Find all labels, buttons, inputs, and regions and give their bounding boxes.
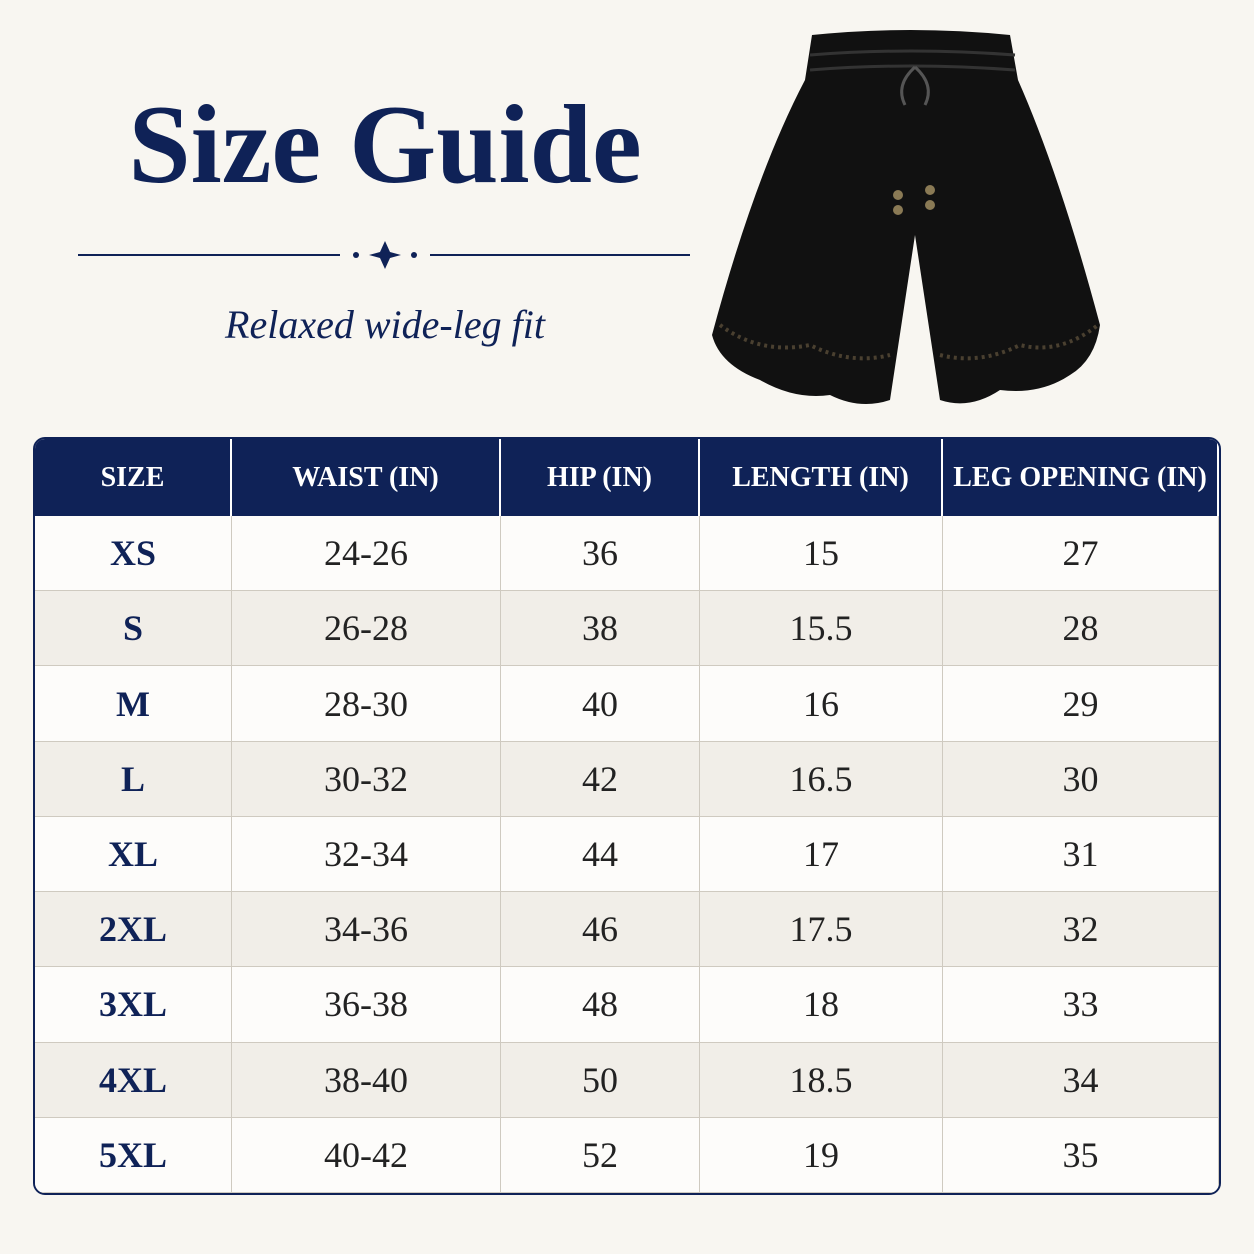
table-cell: 34-36 bbox=[232, 892, 501, 968]
title: Size Guide bbox=[128, 83, 642, 207]
column-header: SIZE bbox=[35, 439, 232, 516]
table-cell: 30 bbox=[943, 741, 1219, 817]
table-cell: 17.5 bbox=[700, 892, 943, 968]
size-label: XS bbox=[35, 516, 232, 592]
size-label: S bbox=[35, 591, 232, 667]
table-cell: 40 bbox=[501, 666, 700, 742]
table-cell: 18 bbox=[700, 967, 943, 1043]
size-label: 4XL bbox=[35, 1042, 232, 1118]
table-cell: 44 bbox=[501, 816, 700, 893]
table-cell: 52 bbox=[501, 1117, 700, 1193]
table-cell: 32 bbox=[943, 892, 1219, 968]
product-image bbox=[712, 30, 1100, 404]
table-cell: 48 bbox=[501, 967, 700, 1043]
table-cell: 36-38 bbox=[232, 967, 501, 1043]
table-cell: 29 bbox=[943, 666, 1219, 742]
table-cell: 38-40 bbox=[232, 1042, 501, 1118]
size-label: 5XL bbox=[35, 1117, 232, 1193]
size-label: 3XL bbox=[35, 967, 232, 1043]
table-cell: 17 bbox=[700, 816, 943, 893]
table-cell: 38 bbox=[501, 591, 700, 667]
table-cell: 16 bbox=[700, 666, 943, 742]
table-cell: 28-30 bbox=[232, 666, 501, 742]
table-cell: 24-26 bbox=[232, 516, 501, 592]
table-cell: 28 bbox=[943, 591, 1219, 667]
table-cell: 36 bbox=[501, 516, 700, 592]
column-header: HIP (IN) bbox=[501, 439, 700, 516]
subtitle: Relaxed wide-leg fit bbox=[225, 302, 545, 347]
size-label: L bbox=[35, 741, 232, 817]
divider bbox=[78, 241, 690, 269]
table-cell: 30-32 bbox=[232, 741, 501, 817]
size-table: SIZE WAIST (IN) HIP (IN) LENGTH (IN) LEG OPE… bbox=[33, 437, 1221, 1195]
table-cell: 16.5 bbox=[700, 741, 943, 817]
table-cell: 42 bbox=[501, 741, 700, 817]
table-cell: 33 bbox=[943, 967, 1219, 1043]
column-header: LENGTH (IN) bbox=[700, 439, 943, 516]
table-cell: 50 bbox=[501, 1042, 700, 1118]
table-cell: 19 bbox=[700, 1117, 943, 1193]
table-cell: 35 bbox=[943, 1117, 1219, 1193]
table-cell: 15.5 bbox=[700, 591, 943, 667]
table-cell: 27 bbox=[943, 516, 1219, 592]
table-cell: 31 bbox=[943, 816, 1219, 893]
table-cell: 34 bbox=[943, 1042, 1219, 1118]
table-cell: 46 bbox=[501, 892, 700, 968]
table-cell: 18.5 bbox=[700, 1042, 943, 1118]
size-label: 2XL bbox=[35, 892, 232, 968]
table-cell: 40-42 bbox=[232, 1117, 501, 1193]
table-cell: 26-28 bbox=[232, 591, 501, 667]
size-label: M bbox=[35, 666, 232, 742]
table-cell: 32-34 bbox=[232, 816, 501, 893]
size-label: XL bbox=[35, 816, 232, 893]
table-cell: 15 bbox=[700, 516, 943, 592]
column-header: LEG OPENING (IN) bbox=[943, 439, 1219, 516]
column-header: WAIST (IN) bbox=[232, 439, 501, 516]
